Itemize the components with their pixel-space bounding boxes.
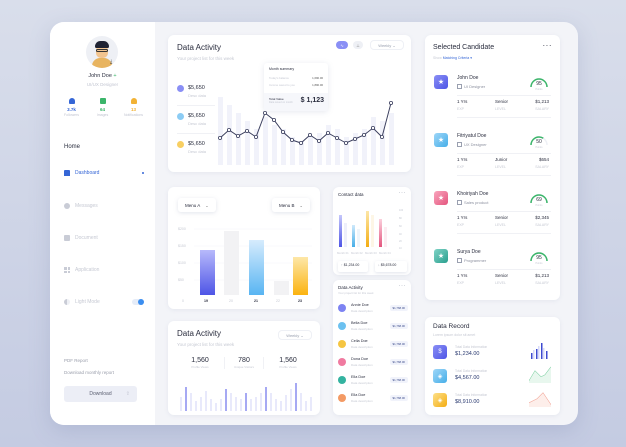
score-gauge	[530, 194, 548, 204]
data-activity-card: Data Activity Your project list for this…	[168, 35, 411, 172]
income-total: ↑ $1,234.00	[338, 261, 368, 272]
dashboard-frame: ⤓ John Doe + UI/UX Designer 3.7k Followe…	[50, 22, 578, 425]
contrast-icon	[64, 299, 70, 305]
data-record-card: Data Record Lorem ipsum dolor sit amet $…	[425, 317, 560, 415]
selected-candidate-card: Selected Candidate ··· Show Matching Cri…	[425, 35, 560, 300]
sidebar-item-dashboard[interactable]: Dashboard	[64, 170, 144, 176]
bell-icon	[130, 98, 137, 104]
svg-text:100: 100	[399, 209, 404, 212]
home-icon	[64, 170, 70, 176]
candidate-item[interactable]: ★ John Doe UI Designer 95 Points 1 Yrs EXP …	[433, 73, 551, 129]
more-icon[interactable]: ···	[398, 283, 406, 289]
stat-notifications[interactable]: 13 Notifications	[118, 98, 149, 117]
star-icon: ★	[434, 249, 448, 263]
activity-line-chart	[218, 97, 394, 165]
profile-stats: 3.7k Followers 64 Images 13 Notification…	[56, 98, 149, 117]
contact-bar-chart: 100 80 60 40 20 10	[339, 209, 404, 250]
more-icon[interactable]: ···	[542, 41, 552, 50]
more-icon[interactable]: ···	[398, 190, 406, 196]
card-title: Data Activity	[177, 43, 222, 52]
active-indicator	[141, 171, 144, 175]
svg-text:10: 10	[399, 247, 402, 250]
light-mode-toggle[interactable]	[132, 299, 144, 305]
menu-b-dropdown[interactable]: Menu B ⌄	[272, 198, 310, 212]
user-icon	[68, 98, 75, 104]
stat-profile-views: 1,560 Profile Views	[191, 357, 209, 369]
message-icon	[64, 203, 70, 209]
line-chart-toggle[interactable]: ∿	[336, 41, 348, 49]
record-row: $ Total Data Information $1,234.00	[433, 343, 551, 369]
candidate-item[interactable]: ★ Fitriyatul Doe UX Designer 50 Points 1 Y…	[433, 131, 551, 187]
svg-text:60: 60	[399, 225, 402, 228]
star-icon: ★	[434, 133, 448, 147]
svg-text:20: 20	[399, 240, 402, 243]
chevron-down-icon: ⌄	[299, 202, 303, 208]
pdf-report-title: PDF Report	[64, 358, 88, 363]
chevron-down-icon: ⌄	[205, 202, 209, 208]
menu-a-dropdown[interactable]: Menu A ⌄	[178, 198, 216, 212]
bar-chart	[194, 228, 312, 295]
grid-icon	[64, 267, 70, 273]
mini-line-chart-green	[529, 366, 551, 383]
list-item[interactable]: Bella Doe Data description $1,768.00	[338, 320, 408, 338]
data-activity-weekly-card: Data Activity Your project list for this…	[168, 321, 320, 415]
list-item[interactable]: Annie Doe Data description $1,768.00	[338, 302, 408, 320]
sidebar-item-messages[interactable]: Messages	[64, 203, 144, 209]
sidebar: ⤓ John Doe + UI/UX Designer 3.7k Followe…	[50, 22, 155, 425]
pdf-report-subtitle: Download monthly report	[64, 370, 115, 375]
stat-followers[interactable]: 3.7k Followers	[56, 98, 87, 117]
stat-images[interactable]: 64 Images	[87, 98, 118, 117]
star-icon: ★	[434, 191, 448, 205]
legend-item: $5,650 Desc data	[177, 111, 215, 137]
list-item[interactable]: Ella Doe Data description $1,768.00	[338, 374, 408, 392]
candidate-item[interactable]: ★ Khoiriyah Doe Sales product 69 Points 1 …	[433, 189, 551, 245]
activity-list-card: Data Activity Your project list for this…	[333, 280, 411, 415]
expense-total: ↓ $5,678.00	[375, 261, 407, 272]
score-gauge	[530, 252, 548, 262]
list-item[interactable]: Dona Doe Data description $1,768.00	[338, 356, 408, 374]
stat-profile-views-2: 1,560 Profile Views	[279, 357, 297, 369]
record-row: ◈ Total Data Information $4,567.00	[433, 366, 551, 393]
profile-role: UI/UX Designer	[86, 82, 119, 87]
image-icon	[99, 98, 106, 104]
profile-name: John Doe +	[88, 73, 117, 79]
record-row: ◈ Total Data Information $8,910.00	[433, 392, 551, 417]
svg-text:80: 80	[399, 217, 402, 220]
tag-icon: ◈	[433, 393, 447, 407]
weekly-bars	[180, 383, 312, 411]
period-dropdown[interactable]: Weekly ⌄	[278, 330, 312, 340]
contact-data-card: Contact data ··· 100 80 60 40 20 10 Month 01 …	[333, 187, 411, 275]
tag-icon: ◈	[433, 369, 447, 383]
total-value: $ 1,123	[300, 97, 324, 104]
month-summary-tooltip: Month summary Today's balance 1,690.00 In…	[264, 63, 328, 111]
mini-bar-chart	[531, 343, 548, 359]
list-item[interactable]: Cella Doe Data description $1,768.00	[338, 338, 408, 356]
home-section-title: Home	[64, 144, 81, 150]
legend-item: $5,650 Desc data	[177, 83, 215, 109]
candidate-item[interactable]: ★ Surya Doe Programmer 95 Points 1 Yrs EXP …	[433, 247, 551, 303]
download-button[interactable]: Download ⇪	[64, 386, 137, 402]
matching-criteria-filter[interactable]: Show Matching Criteria ▾	[433, 56, 472, 60]
avatar[interactable]	[86, 36, 118, 68]
bar-chart-card: Menu A ⌄ Menu B ⌄ $200 $150 $100 $50 0 19 …	[168, 187, 320, 309]
score-gauge	[530, 78, 548, 88]
card-subtitle: Your project list for this week	[177, 56, 235, 61]
document-icon	[64, 235, 70, 241]
sidebar-item-application[interactable]: Application	[64, 267, 144, 273]
sidebar-item-document[interactable]: Document	[64, 235, 144, 241]
bar-chart-toggle[interactable]: ⊥	[353, 41, 363, 49]
upload-icon: ⇪	[125, 391, 130, 397]
period-dropdown[interactable]: Weekly ⌄	[370, 40, 404, 50]
sidebar-item-light-mode: Light Mode	[64, 299, 144, 305]
stat-unique-visitors: 780 Unique Visitors	[224, 357, 264, 369]
plus-icon[interactable]: +	[113, 73, 117, 79]
list-item[interactable]: Ella Doe Data description $1,768.00	[338, 392, 408, 410]
avatar-upload-icon[interactable]: ⤓	[110, 59, 113, 65]
star-icon: ★	[434, 75, 448, 89]
score-gauge	[530, 136, 548, 146]
svg-text:40: 40	[399, 233, 402, 236]
mini-line-chart-red	[529, 392, 551, 407]
dollar-icon: $	[433, 345, 447, 359]
legend-item: $5,650 Desc data	[177, 139, 215, 165]
